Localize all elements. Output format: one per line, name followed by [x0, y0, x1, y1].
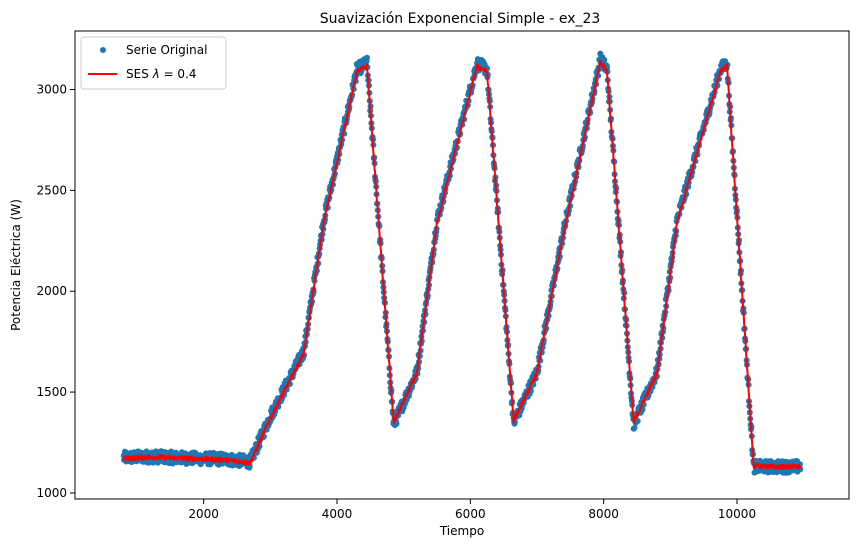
- ses-line: [122, 59, 802, 470]
- plot-border: [74, 30, 850, 500]
- legend-label-ses-prefix: SES: [126, 67, 153, 81]
- y-tick-label-1: 1500: [36, 385, 67, 399]
- legend: Serie Original SES λ = 0.4: [80, 36, 227, 90]
- y-axis: 1000 1500 2000 2500 3000: [36, 83, 75, 500]
- legend-box: [80, 36, 227, 90]
- legend-label-original: Serie Original: [126, 43, 207, 57]
- legend-label-ses-symbol: λ: [152, 67, 160, 81]
- x-tick-label-0: 2000: [188, 507, 219, 521]
- y-tick-label-2: 2000: [36, 284, 67, 298]
- x-tick-label-3: 8000: [588, 507, 619, 521]
- legend-marker-original: [100, 47, 106, 53]
- plot-frame: [75, 31, 849, 499]
- series-ses: [122, 59, 802, 470]
- legend-label-ses: SES λ = 0.4: [126, 67, 197, 81]
- x-tick-label-1: 4000: [322, 507, 353, 521]
- original-point: [364, 54, 370, 61]
- chart-title: Suavización Exponencial Simple - ex_23: [320, 11, 601, 27]
- legend-label-ses-suffix: = 0.4: [160, 67, 197, 81]
- y-tick-label-0: 1000: [36, 486, 67, 500]
- plot-area: [74, 30, 850, 500]
- x-tick-label-4: 10000: [718, 507, 756, 521]
- y-tick-label-4: 3000: [36, 83, 67, 97]
- y-tick-label-3: 2500: [36, 183, 67, 197]
- original-point: [634, 418, 641, 424]
- y-axis-title: Potencia Eléctrica (W): [9, 199, 23, 331]
- original-point: [601, 56, 608, 63]
- x-tick-label-2: 6000: [455, 507, 486, 521]
- x-axis: 2000 4000 6000 8000 10000: [188, 499, 756, 521]
- x-axis-title: Tiempo: [439, 524, 484, 538]
- original-point: [631, 425, 638, 431]
